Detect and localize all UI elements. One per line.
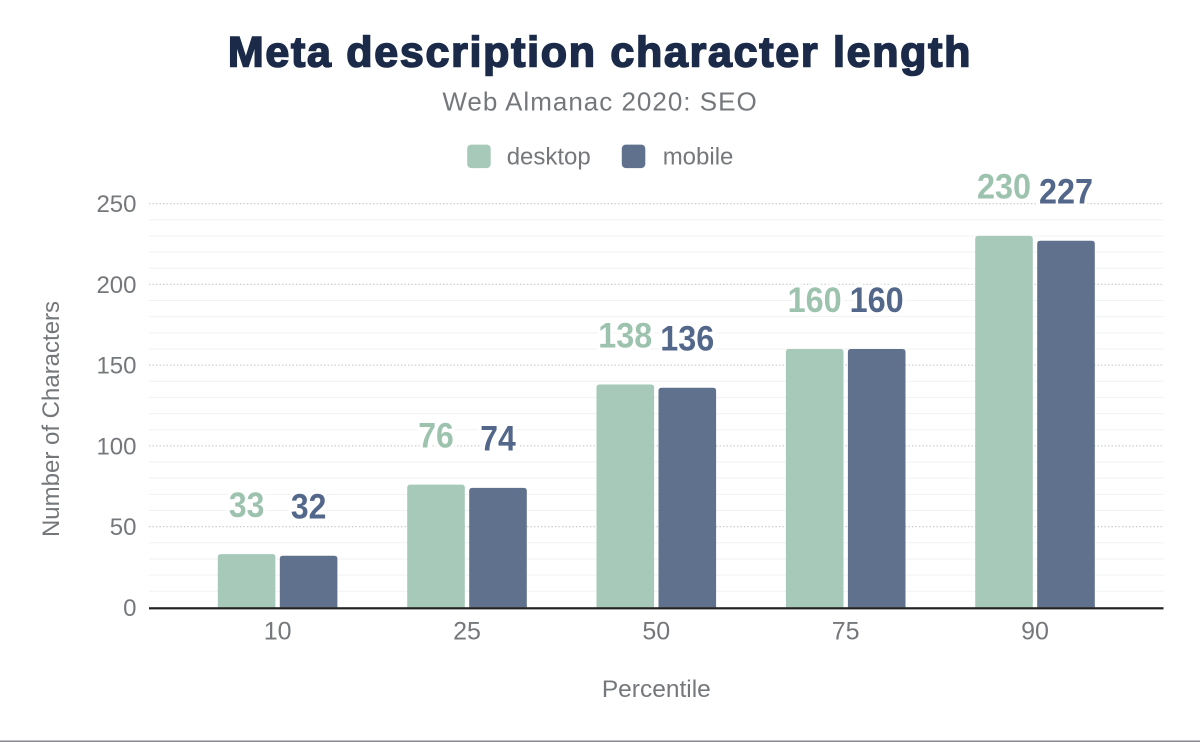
svg-text:Meta description character len: Meta description character length (228, 29, 972, 77)
svg-text:33: 33 (229, 486, 265, 525)
svg-text:0: 0 (123, 595, 136, 622)
svg-text:160: 160 (850, 281, 904, 320)
svg-text:150: 150 (96, 353, 136, 380)
svg-text:90: 90 (1021, 618, 1049, 646)
svg-text:Percentile: Percentile (602, 676, 711, 703)
svg-text:100: 100 (96, 433, 136, 460)
svg-text:Web Almanac 2020: SEO: Web Almanac 2020: SEO (442, 87, 757, 117)
svg-text:50: 50 (110, 514, 137, 541)
svg-text:138: 138 (598, 316, 652, 355)
svg-text:230: 230 (977, 168, 1031, 207)
svg-text:250: 250 (96, 191, 136, 218)
svg-text:227: 227 (1039, 173, 1093, 212)
svg-text:32: 32 (291, 488, 327, 527)
svg-text:25: 25 (453, 618, 481, 646)
svg-text:136: 136 (660, 320, 714, 359)
svg-text:10: 10 (264, 618, 292, 646)
svg-text:Number of Characters: Number of Characters (38, 301, 65, 537)
svg-text:75: 75 (832, 618, 860, 646)
svg-text:200: 200 (96, 272, 136, 299)
svg-text:76: 76 (418, 416, 454, 455)
svg-text:mobile: mobile (663, 144, 734, 171)
svg-text:desktop: desktop (507, 144, 591, 171)
svg-text:50: 50 (642, 618, 670, 646)
svg-text:160: 160 (788, 281, 842, 320)
svg-text:74: 74 (480, 420, 516, 459)
